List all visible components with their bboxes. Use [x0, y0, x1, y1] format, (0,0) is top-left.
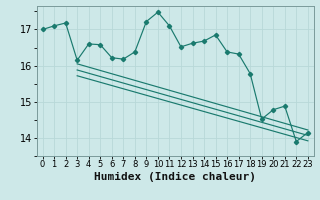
X-axis label: Humidex (Indice chaleur): Humidex (Indice chaleur) [94, 172, 256, 182]
